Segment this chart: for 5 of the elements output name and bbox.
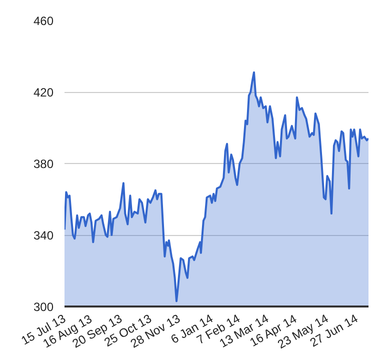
y-tick-label: 300 xyxy=(33,300,54,314)
y-tick-label: 460 xyxy=(33,14,54,28)
y-tick-label: 340 xyxy=(33,228,54,242)
y-tick-label: 420 xyxy=(33,86,54,100)
y-tick-label: 380 xyxy=(33,157,54,171)
